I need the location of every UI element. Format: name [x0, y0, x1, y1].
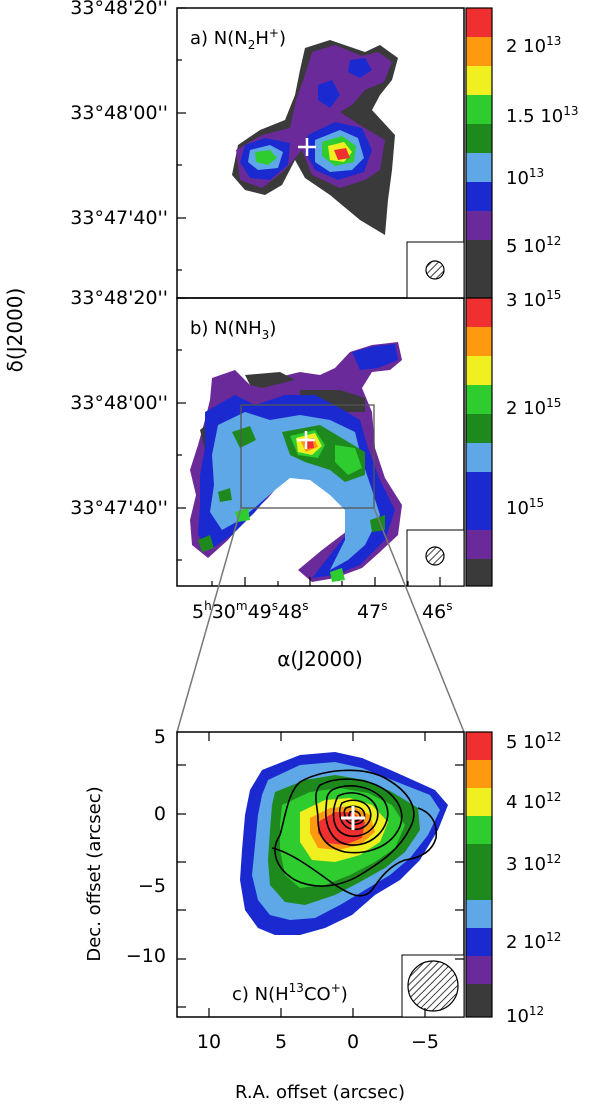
panel-c-cb-label-1: 5 1012 — [506, 730, 561, 753]
panel-c-xtick-3: 0 — [347, 1031, 359, 1053]
panel-b-cb-label-3: 1015 — [506, 496, 544, 519]
panel-b-label: b) N(NH3) — [190, 318, 276, 342]
panel-a: 33°48'20'' 33°48'00'' 33°47'40'' a) N(N2… — [70, 0, 579, 299]
panel-a-cb-label-3: 1013 — [506, 166, 544, 189]
panel-b-ytick-2: 33°48'00'' — [70, 392, 168, 414]
panel-b: 33°48'20'' 33°48'00'' 33°47'40'' b) N(NH… — [70, 287, 561, 623]
panel-c: 5 0 −5 −10 10 5 0 −5 c) N(H13CO+) 5 1012… — [126, 726, 561, 1053]
panel-a-cb-label-1: 2 1013 — [506, 34, 561, 57]
panel-c-xtick-4: −5 — [411, 1031, 439, 1053]
panel-a-label: a) N(N2H+) — [190, 26, 286, 52]
panel-b-ytick-1: 33°48'20'' — [70, 287, 168, 309]
panel-c-ytick-4: −10 — [126, 945, 166, 967]
panel-c-ytick-1: 5 — [154, 726, 166, 748]
panel-c-beam-icon — [407, 960, 459, 1012]
xlabel-top: α(J2000) — [277, 647, 363, 671]
panel-b-map — [190, 342, 402, 582]
panel-c-cb-label-3: 3 1012 — [506, 852, 561, 875]
panel-b-frame — [176, 297, 465, 587]
panel-b-xtick-46: 46s — [422, 599, 452, 623]
panel-c-cb-label-2: 4 1012 — [506, 790, 561, 813]
panel-b-beam-icon — [425, 546, 445, 566]
panel-c-xtick-2: 5 — [275, 1031, 287, 1053]
panel-a-cb-label-4: 5 1012 — [506, 234, 561, 257]
panel-a-colorbar — [465, 7, 493, 299]
panel-b-zoom-box — [240, 404, 375, 509]
panel-a-ytick-2: 33°48'00'' — [70, 102, 168, 124]
panel-c-xtick-1: 10 — [197, 1031, 221, 1053]
panel-b-xtick-47: 47s — [357, 599, 387, 623]
panel-c-frame — [176, 731, 465, 1018]
panel-a-beam-icon — [425, 260, 445, 280]
panel-c-cb-label-4: 2 1012 — [506, 930, 561, 953]
panel-c-ytick-2: 0 — [154, 803, 166, 825]
panel-c-cb-label-5: 1012 — [506, 1004, 544, 1027]
ylabel-bottom: Dec. offset (arcsec) — [84, 786, 105, 961]
panel-c-colorbar — [465, 731, 493, 1018]
panel-a-cb-label-2: 1.5 1013 — [506, 104, 579, 127]
panel-b-xtick-labels: 5h30m49s48s — [192, 599, 309, 623]
zoom-connector-right — [373, 507, 465, 733]
panel-c-label: c) N(H13CO+) — [232, 981, 348, 1005]
ylabel-top: δ(J2000) — [3, 288, 27, 373]
panel-b-colorbar — [465, 297, 493, 587]
panel-a-ytick-1: 33°48'20'' — [70, 0, 168, 19]
panel-a-ytick-3: 33°47'40'' — [70, 207, 168, 229]
zoom-connector-left — [176, 507, 242, 733]
panel-b-cb-label-1: 3 1015 — [506, 288, 561, 311]
panel-a-map — [232, 40, 398, 235]
panel-b-cb-label-2: 2 1015 — [506, 396, 561, 419]
panel-c-map — [240, 752, 448, 935]
panel-b-ytick-3: 33°47'40'' — [70, 497, 168, 519]
xlabel-bottom: R.A. offset (arcsec) — [235, 1082, 405, 1103]
panel-c-ytick-3: −5 — [138, 875, 166, 897]
